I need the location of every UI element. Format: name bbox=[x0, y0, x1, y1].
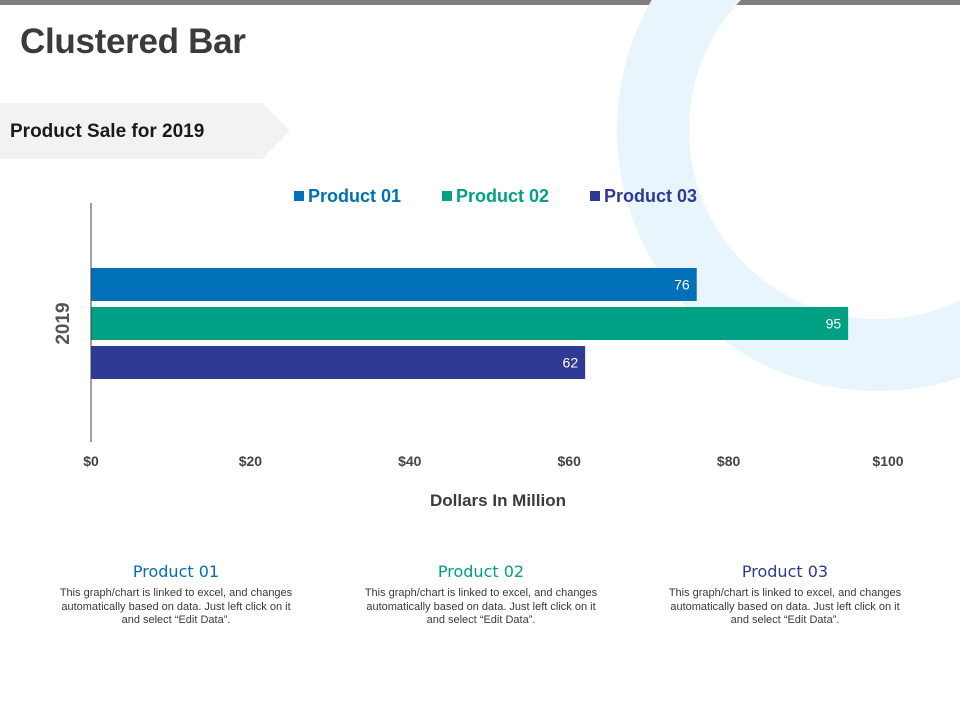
legend-label-product-03: Product 03 bbox=[604, 186, 697, 206]
legend-swatch-product-03 bbox=[590, 191, 600, 201]
data-label-product-03: 62 bbox=[563, 355, 579, 371]
x-tick-label: $80 bbox=[717, 453, 741, 469]
info-text: This graph/chart is linked to excel, and… bbox=[668, 587, 902, 626]
subtitle-banner: Product Sale for 2019 bbox=[0, 103, 290, 159]
x-tick-label: $20 bbox=[239, 453, 263, 469]
legend-label-product-01: Product 01 bbox=[308, 186, 401, 206]
info-title: Product 03 bbox=[741, 562, 829, 581]
chart-legend: Product 01 Product 02 Product 03 bbox=[294, 186, 697, 206]
data-label-product-02: 95 bbox=[826, 316, 842, 332]
page-title: Clustered Bar bbox=[20, 22, 246, 61]
legend-swatch-product-02 bbox=[442, 191, 452, 201]
bar-product-01 bbox=[91, 268, 697, 301]
legend-label-product-02: Product 02 bbox=[456, 186, 549, 206]
x-tick-label: $100 bbox=[872, 453, 903, 469]
x-tick-label: $60 bbox=[558, 453, 582, 469]
info-card-product-01: Product 01 This graph/chart is linked to… bbox=[56, 562, 296, 628]
info-text: This graph/chart is linked to excel, and… bbox=[364, 587, 598, 626]
x-tick-label: $40 bbox=[398, 453, 422, 469]
chart-axes: $0 $20 $40 $60 $80 $100 Dollars In Million 2019 bbox=[53, 203, 904, 510]
legend-swatch-product-01 bbox=[294, 191, 304, 201]
x-tick-label: $0 bbox=[83, 453, 99, 469]
top-rule bbox=[0, 0, 960, 5]
bar-product-02 bbox=[91, 307, 849, 340]
subtitle-label: Product Sale for 2019 bbox=[10, 121, 205, 142]
bar-product-03 bbox=[91, 346, 586, 379]
info-card-product-03: Product 03 This graph/chart is linked to… bbox=[665, 562, 905, 628]
info-title: Product 01 bbox=[132, 562, 220, 581]
data-label-product-01: 76 bbox=[674, 277, 690, 293]
clustered-bar-chart: Product 01 Product 02 Product 03 76 95 62 $0… bbox=[53, 186, 904, 510]
category-label: 2019 bbox=[53, 302, 74, 344]
x-axis-title: Dollars In Million bbox=[430, 491, 566, 510]
info-title: Product 02 bbox=[437, 562, 525, 581]
info-card-product-02: Product 02 This graph/chart is linked to… bbox=[361, 562, 601, 628]
info-text: This graph/chart is linked to excel, and… bbox=[59, 587, 293, 626]
chart-bars: 76 95 62 bbox=[91, 268, 849, 379]
